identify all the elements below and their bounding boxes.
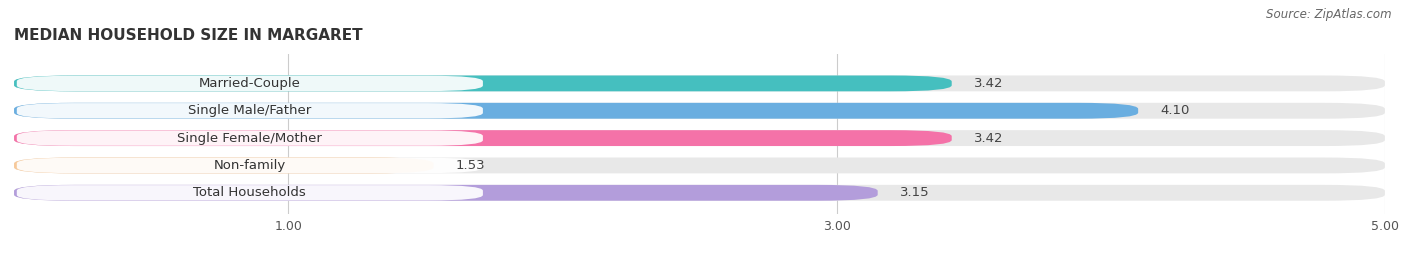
FancyBboxPatch shape <box>14 130 1385 146</box>
Text: 4.10: 4.10 <box>1160 104 1189 117</box>
Text: Total Households: Total Households <box>194 186 307 199</box>
Text: Single Male/Father: Single Male/Father <box>188 104 312 117</box>
FancyBboxPatch shape <box>17 76 482 91</box>
Text: Single Female/Mother: Single Female/Mother <box>177 132 322 145</box>
Text: 3.42: 3.42 <box>973 77 1002 90</box>
Text: 3.15: 3.15 <box>900 186 929 199</box>
FancyBboxPatch shape <box>17 158 482 173</box>
Text: Non-family: Non-family <box>214 159 285 172</box>
Text: Married-Couple: Married-Couple <box>198 77 301 90</box>
Text: 1.53: 1.53 <box>456 159 485 172</box>
FancyBboxPatch shape <box>14 185 877 201</box>
FancyBboxPatch shape <box>14 103 1385 119</box>
FancyBboxPatch shape <box>17 131 482 146</box>
FancyBboxPatch shape <box>14 185 1385 201</box>
FancyBboxPatch shape <box>17 185 482 200</box>
FancyBboxPatch shape <box>14 76 952 91</box>
FancyBboxPatch shape <box>14 130 952 146</box>
FancyBboxPatch shape <box>17 103 482 118</box>
FancyBboxPatch shape <box>14 76 1385 91</box>
Text: Source: ZipAtlas.com: Source: ZipAtlas.com <box>1267 8 1392 21</box>
FancyBboxPatch shape <box>14 103 1139 119</box>
Text: MEDIAN HOUSEHOLD SIZE IN MARGARET: MEDIAN HOUSEHOLD SIZE IN MARGARET <box>14 28 363 43</box>
Text: 3.42: 3.42 <box>973 132 1002 145</box>
FancyBboxPatch shape <box>14 158 1385 173</box>
FancyBboxPatch shape <box>14 158 433 173</box>
